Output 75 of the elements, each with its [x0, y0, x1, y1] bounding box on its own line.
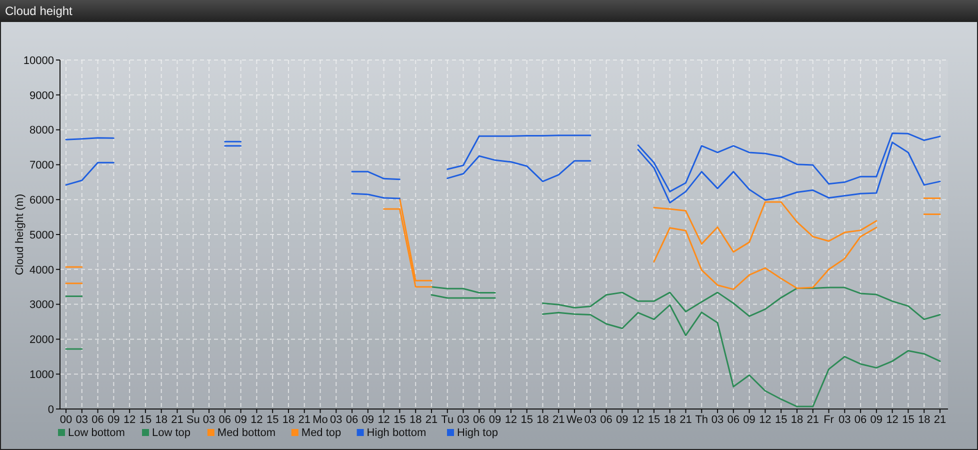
x-tick-label: 21	[934, 414, 946, 426]
x-tick-label: 15	[520, 414, 533, 426]
x-tick-label: 09	[234, 414, 247, 426]
legend-label: High bottom	[366, 427, 426, 439]
x-tick-label: 21	[680, 414, 692, 426]
x-tick-label: 15	[648, 414, 660, 426]
legend-label: Low top	[152, 427, 191, 439]
x-tick-label: 21	[552, 414, 565, 426]
y-axis-title: Cloud height (m)	[14, 194, 26, 276]
x-tick-label: 21	[806, 414, 819, 426]
x-tick-label: 03	[584, 414, 597, 426]
legend-label: Med bottom	[217, 427, 276, 439]
x-tick-label: Th	[695, 414, 708, 426]
y-tick-label: 5000	[30, 229, 54, 242]
x-tick-label: 03	[457, 414, 470, 426]
legend-label: High top	[457, 427, 498, 439]
x-tick-label: 09	[870, 414, 883, 426]
x-tick-label: 00	[60, 414, 72, 426]
legend-label: Med top	[301, 427, 342, 439]
x-tick-label: 12	[250, 414, 263, 426]
x-tick-label: 12	[632, 414, 644, 426]
x-tick-label: 12	[378, 414, 390, 426]
x-tick-label: 21	[298, 414, 310, 426]
x-tick-label: 15	[774, 414, 788, 426]
x-tick-label: 12	[123, 414, 136, 426]
x-tick-label: 09	[488, 414, 502, 426]
x-tick-label: 15	[266, 414, 279, 426]
x-tick-label: 15	[394, 414, 406, 426]
x-tick-label: 03	[330, 414, 342, 426]
y-tick-label: 2000	[30, 334, 54, 346]
x-tick-label: 09	[743, 414, 756, 426]
x-tick-label: 21	[425, 414, 438, 426]
x-tick-label: 12	[504, 414, 518, 426]
x-tick-label: 06	[346, 414, 358, 426]
x-tick-label: 06	[473, 414, 486, 426]
x-tick-label: 06	[218, 414, 232, 426]
x-tick-label: 15	[139, 414, 152, 426]
x-tick-label: Fr	[824, 414, 834, 426]
x-tick-label: 21	[171, 414, 184, 426]
x-tick-label: 18	[918, 414, 930, 426]
x-tick-label: 18	[409, 414, 422, 426]
x-tick-label: 12	[886, 414, 898, 426]
x-tick-label: 06	[600, 414, 612, 426]
x-tick-label: 03	[76, 414, 88, 426]
x-tick-label: 09	[362, 414, 374, 426]
y-tick-label: 6000	[30, 194, 54, 206]
x-tick-label: 03	[711, 414, 724, 426]
x-tick-label: 18	[664, 414, 676, 426]
x-tick-label: 09	[108, 414, 120, 426]
legend-label: Low bottom	[68, 427, 125, 439]
x-tick-label: 03	[838, 414, 851, 426]
y-tick-label: 3000	[30, 299, 54, 312]
x-tick-label: Tu	[441, 414, 454, 426]
x-tick-label: 03	[202, 414, 216, 426]
x-tick-label: 06	[92, 414, 104, 426]
x-tick-label: 18	[790, 414, 804, 426]
y-tick-label: 9000	[30, 90, 54, 102]
chart-title: Cloud height	[5, 4, 74, 18]
x-tick-label: We	[566, 414, 583, 426]
x-tick-label: 18	[282, 414, 295, 426]
y-tick-label: 1000	[30, 368, 54, 381]
x-tick-label: 18	[155, 414, 168, 426]
x-tick-label: 18	[536, 414, 549, 426]
x-tick-label: 15	[902, 414, 914, 426]
x-tick-label: Mo	[312, 414, 328, 426]
y-tick-label: 7000	[30, 160, 54, 172]
y-tick-label: 4000	[30, 264, 54, 276]
y-tick-label: 0	[48, 404, 54, 416]
y-tick-label: 10000	[23, 54, 54, 67]
x-tick-label: 09	[616, 414, 628, 426]
y-tick-label: 8000	[30, 124, 54, 137]
x-tick-label: 06	[727, 414, 740, 426]
x-tick-label: Su	[186, 414, 200, 426]
x-tick-label: 06	[854, 414, 867, 426]
x-tick-label: 12	[759, 414, 772, 426]
